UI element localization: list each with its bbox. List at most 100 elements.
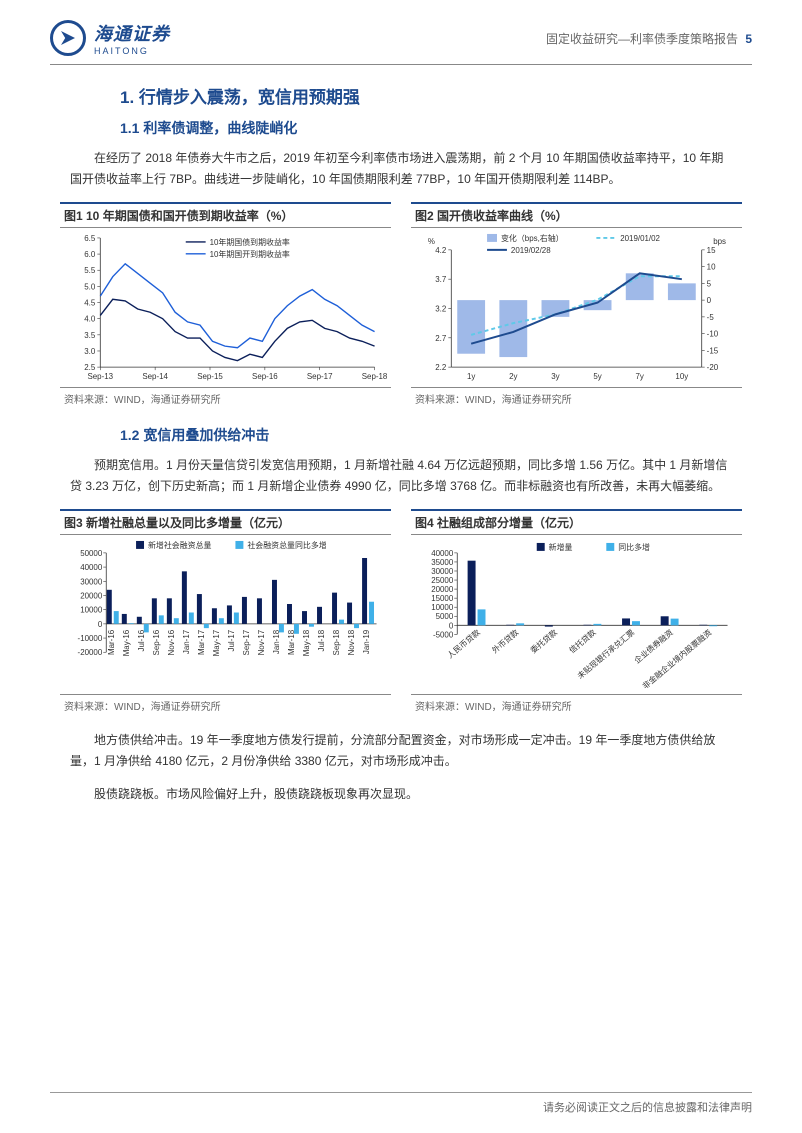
svg-text:2y: 2y (509, 372, 517, 381)
svg-text:7y: 7y (636, 372, 644, 381)
para-1-2-1: 预期宽信用。1 月份天量信贷引发宽信用预期，1 月新增社融 4.64 万亿远超预… (60, 455, 742, 497)
svg-text:3.2: 3.2 (435, 304, 447, 313)
svg-text:委托贷款: 委托贷款 (528, 627, 559, 655)
svg-text:非金融企业境内股票融资: 非金融企业境内股票融资 (640, 627, 713, 691)
footer-text: 请务必阅读正文之后的信息披露和法律声明 (543, 1099, 752, 1115)
logo-cn: 海通证券 (94, 20, 170, 46)
svg-text:同比多增: 同比多增 (618, 542, 650, 552)
svg-text:3.7: 3.7 (435, 275, 447, 284)
svg-text:5.0: 5.0 (84, 282, 96, 291)
svg-text:15000: 15000 (431, 594, 454, 603)
fig2-src: 资料来源：WIND，海通证券研究所 (411, 388, 742, 409)
fig3-chart: -20000-1000001000020000300004000050000Ma… (60, 535, 391, 695)
svg-text:5000: 5000 (436, 612, 454, 621)
fig3-title: 图3 新增社融总量以及同比多增量（亿元） (60, 509, 391, 535)
svg-text:50000: 50000 (80, 549, 103, 558)
svg-text:变化（bps,右轴）: 变化（bps,右轴） (501, 233, 564, 243)
section-1-title: 1. 行情步入震荡，宽信用预期强 (120, 83, 742, 108)
svg-text:外币贷款: 外币贷款 (490, 627, 521, 655)
fig-row-2: 图3 新增社融总量以及同比多增量（亿元） -20000 -10000 0 10000 2… (60, 509, 742, 716)
svg-text:15: 15 (707, 246, 716, 255)
header-doc-info: 固定收益研究—利率债季度策略报告 5 (546, 30, 752, 47)
para-1-2-3: 股债跷跷板。市场风险偏好上升，股债跷跷板现象再次显现。 (60, 784, 742, 805)
svg-text:4.2: 4.2 (435, 246, 447, 255)
main-content: 1. 行情步入震荡，宽信用预期强 1.1 利率债调整，曲线陡峭化 在经历了 20… (0, 65, 802, 805)
svg-text:Jul-18: Jul-18 (317, 629, 326, 651)
svg-text:Sep-13: Sep-13 (87, 372, 113, 381)
fig1-chart: 2.5 3.0 3.5 4.0 4.5 5.0 5.5 6.0 6.5 Sep-13 Sep-14 S… (60, 228, 391, 388)
svg-text:-20: -20 (707, 363, 719, 372)
svg-text:35000: 35000 (431, 558, 454, 567)
svg-text:新增社会融资总量: 新增社会融资总量 (148, 540, 212, 550)
fig4-src: 资料来源：WIND，海通证券研究所 (411, 695, 742, 716)
page-number: 5 (745, 32, 752, 46)
svg-text:-5: -5 (707, 313, 715, 322)
svg-text:Sep-14: Sep-14 (142, 372, 168, 381)
fig-row-1: 图1 10 年期国债和国开债到期收益率（%） 2.5 3.0 3.5 4.0 4.5 5.… (60, 202, 742, 409)
svg-text:10000: 10000 (80, 606, 103, 615)
svg-text:6.0: 6.0 (84, 250, 96, 259)
svg-text:-20000: -20000 (78, 648, 103, 657)
svg-text:10年期国开到期收益率: 10年期国开到期收益率 (210, 249, 290, 259)
svg-text:2019/02/28: 2019/02/28 (511, 246, 551, 255)
svg-text:2.5: 2.5 (84, 363, 96, 372)
svg-text:10年期国债到期收益率: 10年期国债到期收益率 (210, 237, 290, 247)
svg-text:5.5: 5.5 (84, 266, 96, 275)
logo-en: HAITONG (94, 46, 170, 56)
svg-text:-15: -15 (707, 346, 719, 355)
svg-text:新增量: 新增量 (549, 542, 573, 552)
svg-text:-5000: -5000 (433, 630, 454, 639)
svg-text:5y: 5y (593, 372, 601, 381)
svg-text:3.5: 3.5 (84, 331, 96, 340)
svg-text:10y: 10y (675, 372, 688, 381)
svg-text:4.5: 4.5 (84, 299, 96, 308)
svg-text:4.0: 4.0 (84, 315, 96, 324)
fig2-title: 图2 国开债收益率曲线（%） (411, 202, 742, 228)
logo-icon (50, 20, 86, 56)
svg-text:10: 10 (707, 263, 716, 272)
fig1-title: 图1 10 年期国债和国开债到期收益率（%） (60, 202, 391, 228)
fig4-chart: -500005000100001500020000250003000035000… (411, 535, 742, 695)
svg-text:%: % (428, 237, 435, 246)
svg-text:0: 0 (449, 621, 454, 630)
svg-text:Sep-18: Sep-18 (362, 372, 388, 381)
svg-text:40000: 40000 (80, 563, 103, 572)
svg-text:Jul-16: Jul-16 (137, 629, 146, 651)
svg-text:Sep-17: Sep-17 (242, 629, 251, 655)
svg-text:20000: 20000 (431, 585, 454, 594)
doc-type: 固定收益研究—利率债季度策略报告 (546, 32, 738, 46)
svg-text:10000: 10000 (431, 603, 454, 612)
svg-text:6.5: 6.5 (84, 234, 96, 243)
svg-text:信托贷款: 信托贷款 (567, 627, 598, 655)
para-1-2-2: 地方债供给冲击。19 年一季度地方债发行提前，分流部分配置资金，对市场形成一定冲… (60, 730, 742, 772)
svg-text:3.0: 3.0 (84, 347, 96, 356)
fig1-src: 资料来源：WIND，海通证券研究所 (60, 388, 391, 409)
section-1-1-title: 1.1 利率债调整，曲线陡峭化 (120, 118, 742, 138)
svg-text:-10000: -10000 (78, 634, 103, 643)
svg-text:25000: 25000 (431, 576, 454, 585)
logo-block: 海通证券 HAITONG (50, 20, 170, 56)
svg-text:40000: 40000 (431, 549, 454, 558)
svg-text:社会融资总量同比多增: 社会融资总量同比多增 (247, 540, 326, 550)
svg-text:Sep-16: Sep-16 (152, 629, 161, 655)
svg-text:May-16: May-16 (122, 629, 131, 656)
svg-text:3y: 3y (551, 372, 559, 381)
svg-text:Mar-17: Mar-17 (197, 629, 206, 655)
svg-text:-10: -10 (707, 330, 719, 339)
svg-text:1y: 1y (467, 372, 475, 381)
para-1-1: 在经历了 2018 年债券大牛市之后，2019 年初至今利率债市场进入震荡期，前… (60, 148, 742, 190)
svg-text:0: 0 (707, 296, 712, 305)
page-header: 海通证券 HAITONG 固定收益研究—利率债季度策略报告 5 (0, 0, 802, 64)
fig2-chart: 2.22.73.23.74.2-20-15-10-5051015%bps1y2y… (411, 228, 742, 388)
section-1-2-title: 1.2 宽信用叠加供给冲击 (120, 425, 742, 445)
fig3-src: 资料来源：WIND，海通证券研究所 (60, 695, 391, 716)
svg-text:Sep-17: Sep-17 (307, 372, 333, 381)
svg-text:30000: 30000 (80, 577, 103, 586)
svg-text:30000: 30000 (431, 567, 454, 576)
svg-text:20000: 20000 (80, 591, 103, 600)
fig4-title: 图4 社融组成部分增量（亿元） (411, 509, 742, 535)
svg-text:Nov-18: Nov-18 (347, 629, 356, 655)
svg-text:Sep-15: Sep-15 (197, 372, 223, 381)
svg-text:May-17: May-17 (212, 629, 221, 656)
svg-text:2019/01/02: 2019/01/02 (620, 234, 660, 243)
